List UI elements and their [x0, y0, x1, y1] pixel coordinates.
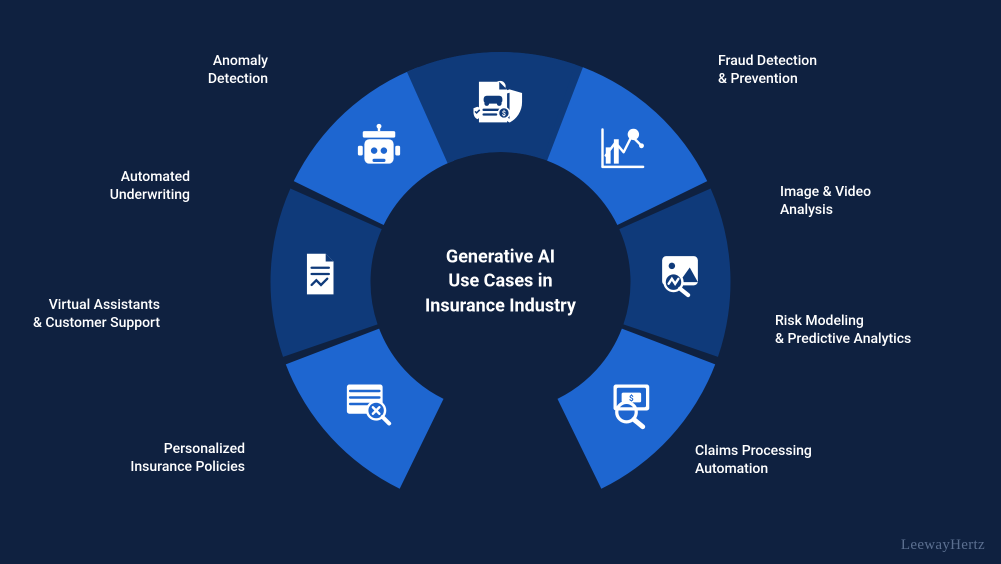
label-risk-modeling: Risk Modeling & Predictive Analytics [775, 312, 975, 348]
brand-watermark: LeewayHertz [901, 537, 985, 554]
label-anomaly-detection: Anomaly Detection [138, 52, 268, 88]
label-fraud-detection: Fraud Detection & Prevention [718, 52, 888, 88]
label-image-video-analysis: Image & Video Analysis [780, 183, 940, 219]
document-icon [296, 249, 346, 299]
claims-icon: $ [468, 75, 518, 129]
image-icon [654, 248, 706, 300]
label-claims-processing: Claims Processing Automation [695, 442, 875, 478]
svg-text:$: $ [502, 109, 506, 118]
diagram-stage: Generative AI Use Cases in Insurance Ind… [0, 0, 1001, 564]
center-title: Generative AI Use Cases in Insurance Ind… [425, 246, 576, 319]
anomaly-icon [342, 378, 394, 430]
label-automated-underwriting: Automated Underwriting [70, 168, 190, 204]
label-personalized-policies: Personalized Insurance Policies [85, 440, 245, 476]
label-virtual-assistants: Virtual Assistants & Customer Support [0, 296, 160, 332]
chart-icon: $ [595, 123, 649, 175]
robot-icon [353, 123, 405, 175]
fraud-icon: $ [607, 378, 659, 430]
svg-text:$: $ [631, 131, 635, 140]
